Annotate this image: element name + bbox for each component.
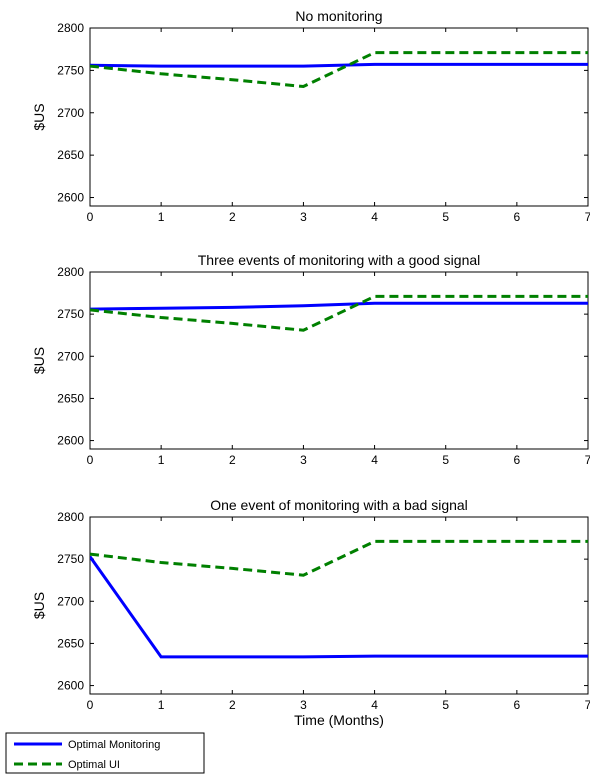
y-tick-label: 2700 — [57, 594, 84, 608]
y-tick-label: 2800 — [57, 265, 84, 279]
chart-panel-2: Three events of monitoring with a good s… — [31, 252, 590, 467]
y-tick-label: 2750 — [57, 63, 84, 77]
series-line-optimal-monitoring — [90, 555, 588, 659]
x-tick-label: 2 — [229, 210, 236, 224]
plot-frame — [89, 27, 589, 207]
x-tick-label: 0 — [87, 453, 94, 467]
series-line-optimal-ui — [90, 539, 588, 577]
series-line-optimal-ui — [90, 294, 588, 332]
y-tick-label: 2800 — [57, 510, 84, 524]
chart-panel-3: One event of monitoring with a bad signa… — [31, 497, 590, 728]
series-line-optimal-monitoring — [90, 301, 588, 311]
x-tick-label: 0 — [87, 210, 94, 224]
legend: Optimal Monitoring Optimal UI — [5, 732, 205, 774]
y-axis-label: $US — [31, 103, 47, 130]
x-tick-label: 1 — [158, 210, 165, 224]
legend-label-optimal-ui: Optimal UI — [68, 759, 120, 771]
series-line-optimal-ui — [90, 51, 588, 89]
y-axis-label: $US — [31, 347, 47, 374]
x-tick-label: 7 — [585, 698, 590, 712]
x-tick-label: 4 — [371, 453, 378, 467]
y-tick-label: 2650 — [57, 148, 84, 162]
x-tick-label: 4 — [371, 698, 378, 712]
x-tick-label: 2 — [229, 453, 236, 467]
x-tick-label: 5 — [442, 210, 449, 224]
x-tick-label: 6 — [514, 453, 521, 467]
legend-label-optimal-monitoring: Optimal Monitoring — [68, 739, 160, 751]
x-tick-label: 1 — [158, 453, 165, 467]
y-tick-label: 2650 — [57, 636, 84, 650]
y-tick-label: 2800 — [57, 21, 84, 35]
x-tick-label: 3 — [300, 453, 307, 467]
x-tick-label: 7 — [585, 210, 590, 224]
x-tick-label: 4 — [371, 210, 378, 224]
y-tick-label: 2600 — [57, 434, 84, 448]
chart-panel-1: No monitoring 0 1 2 3 4 5 6 7 2600 2650 2700 2750 280… — [31, 8, 590, 224]
y-tick-label: 2750 — [57, 307, 84, 321]
y-tick-label: 2650 — [57, 391, 84, 405]
chart-title: Three events of monitoring with a good s… — [198, 252, 481, 268]
y-axis-label: $US — [31, 592, 47, 619]
legend-box — [5, 732, 205, 774]
x-axis-label: Time (Months) — [294, 712, 384, 728]
x-tick-label: 2 — [229, 698, 236, 712]
x-tick-label: 7 — [585, 453, 590, 467]
x-tick-label: 6 — [514, 210, 521, 224]
plot-frame — [89, 516, 589, 695]
y-tick-label: 2600 — [57, 191, 84, 205]
y-tick-label: 2700 — [57, 349, 84, 363]
plot-frame — [89, 271, 589, 450]
x-tick-label: 1 — [158, 698, 165, 712]
x-tick-label: 6 — [514, 698, 521, 712]
x-tick-label: 3 — [300, 210, 307, 224]
y-tick-label: 2700 — [57, 106, 84, 120]
x-tick-label: 3 — [300, 698, 307, 712]
chart-title: No monitoring — [295, 8, 382, 24]
x-tick-label: 0 — [87, 698, 94, 712]
y-tick-label: 2750 — [57, 552, 84, 566]
x-tick-label: 5 — [442, 453, 449, 467]
chart-title: One event of monitoring with a bad signa… — [210, 497, 468, 513]
series-line-optimal-monitoring — [90, 62, 588, 68]
y-tick-label: 2600 — [57, 679, 84, 693]
x-tick-label: 5 — [442, 698, 449, 712]
